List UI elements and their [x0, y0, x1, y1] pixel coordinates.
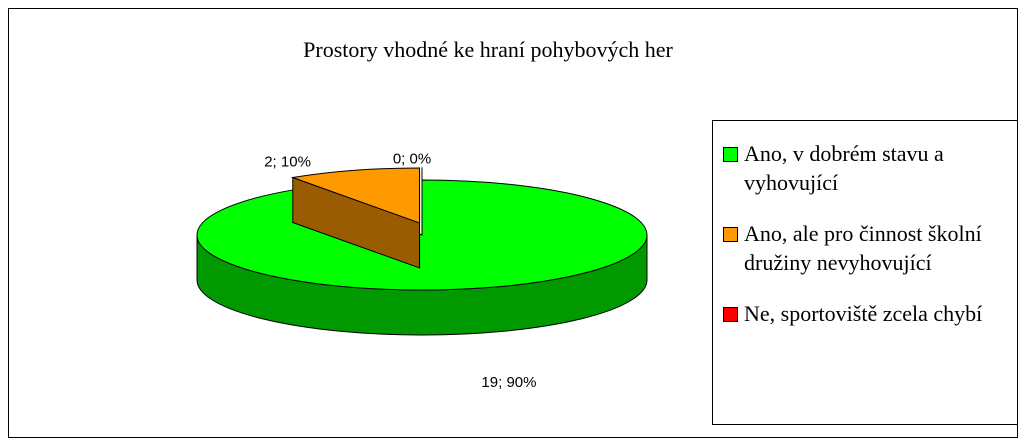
chart-title: Prostory vhodné ke hraní pohybových her [303, 37, 673, 62]
data-label: 2; 10% [264, 154, 311, 171]
legend-item: Ano, v dobrém stavu a vyhovující [723, 139, 1017, 197]
legend-label: Ano, ale pro činnost školní družiny nevy… [744, 221, 982, 275]
legend-item: Ne, sportoviště zcela chybí [723, 299, 1017, 328]
pie-slice [290, 167, 421, 224]
legend: Ano, v dobrém stavu a vyhovující Ano, ale… [712, 120, 1018, 425]
legend-item: Ano, ale pro činnost školní družiny nevy… [723, 219, 1017, 277]
data-label: 0; 0% [393, 150, 431, 167]
legend-swatch [723, 227, 738, 242]
legend-label: Ne, sportoviště zcela chybí [744, 301, 983, 326]
data-label: 19; 90% [481, 374, 536, 391]
legend-label: Ano, v dobrém stavu a vyhovující [744, 141, 944, 195]
legend-swatch [723, 147, 738, 162]
legend-swatch [723, 307, 738, 322]
